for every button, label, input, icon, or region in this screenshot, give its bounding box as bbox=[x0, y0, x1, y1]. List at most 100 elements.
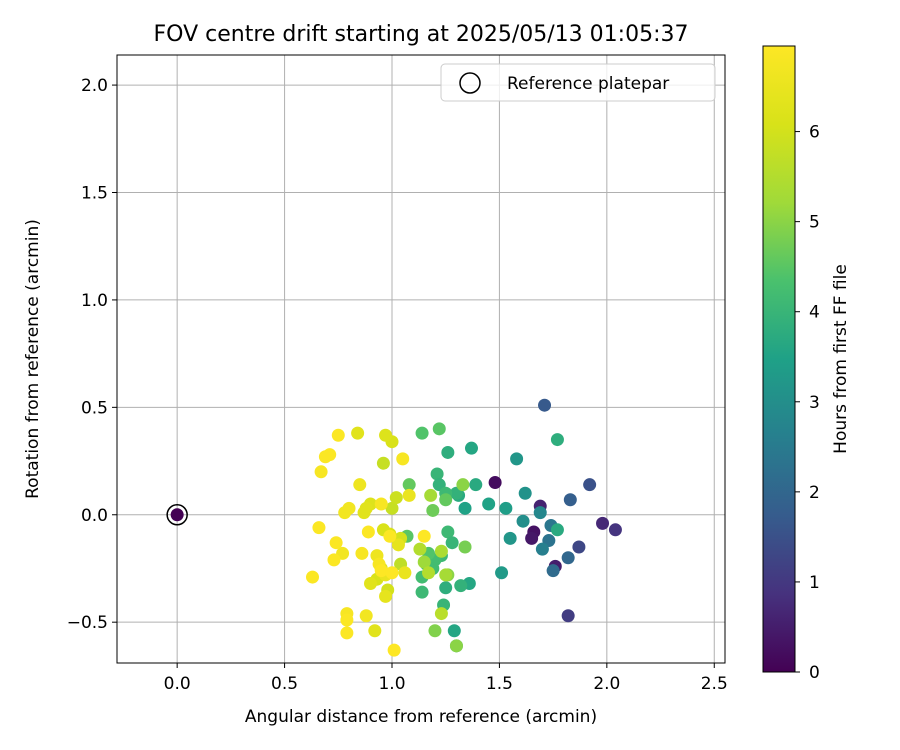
data-point bbox=[441, 525, 455, 539]
data-point bbox=[535, 542, 549, 556]
data-point bbox=[323, 448, 337, 462]
reference-ring bbox=[166, 504, 188, 526]
data-point bbox=[385, 501, 399, 515]
data-point bbox=[379, 589, 393, 603]
data-point bbox=[482, 497, 496, 511]
data-point bbox=[340, 626, 354, 640]
legend-box bbox=[440, 63, 716, 102]
data-point bbox=[374, 564, 388, 578]
data-point bbox=[389, 491, 403, 505]
x-tick-label: 2.0 bbox=[593, 674, 620, 694]
colorbar-tick-label: 4 bbox=[809, 303, 820, 323]
data-point bbox=[415, 585, 429, 599]
colorbar-tick-label: 0 bbox=[809, 663, 820, 683]
data-point bbox=[357, 506, 371, 520]
y-tick-label: −0.5 bbox=[67, 613, 108, 633]
data-point bbox=[561, 551, 575, 565]
data-point bbox=[464, 441, 478, 455]
chart-title: FOV centre drift starting at 2025/05/13 … bbox=[154, 22, 689, 47]
data-point bbox=[596, 516, 610, 530]
data-point bbox=[499, 501, 513, 515]
data-point bbox=[488, 476, 502, 490]
data-point bbox=[422, 566, 436, 580]
colorbar-tick-label: 5 bbox=[809, 213, 820, 233]
data-point bbox=[439, 568, 453, 582]
y-axis-ticks: −0.5 0.0 0.5 1.0 1.5 2.0 bbox=[67, 76, 117, 633]
data-point bbox=[353, 478, 367, 492]
data-point bbox=[417, 555, 431, 569]
y-tick-label: 1.5 bbox=[81, 183, 108, 203]
data-point bbox=[415, 426, 429, 440]
x-tick-label: 1.0 bbox=[378, 674, 405, 694]
data-point bbox=[361, 525, 375, 539]
data-point bbox=[385, 566, 399, 580]
legend-entry-reference: Reference platepar bbox=[507, 74, 669, 94]
data-point bbox=[355, 546, 369, 560]
data-point bbox=[518, 486, 532, 500]
data-point bbox=[445, 536, 459, 550]
data-point bbox=[331, 428, 345, 442]
data-point bbox=[329, 536, 343, 550]
data-point bbox=[546, 564, 560, 578]
data-point bbox=[327, 553, 341, 567]
data-point bbox=[439, 493, 453, 507]
data-point bbox=[454, 579, 468, 593]
y-tick-label: 0.0 bbox=[81, 506, 108, 526]
data-point bbox=[449, 639, 463, 653]
data-point bbox=[458, 501, 472, 515]
data-point bbox=[402, 488, 416, 502]
data-point bbox=[387, 643, 401, 657]
data-point bbox=[376, 456, 390, 470]
x-tick-label: 2.5 bbox=[701, 674, 728, 694]
data-point bbox=[447, 624, 461, 638]
reference-marker bbox=[166, 504, 188, 526]
data-point bbox=[306, 570, 320, 584]
data-points bbox=[306, 398, 622, 657]
colorbar-tick-label: 3 bbox=[809, 393, 820, 413]
data-point bbox=[368, 624, 382, 638]
colorbar-ticks: 0 1 2 3 4 5 6 bbox=[795, 123, 820, 683]
data-point bbox=[533, 506, 547, 520]
data-point bbox=[510, 452, 524, 466]
data-point bbox=[458, 540, 472, 554]
data-point bbox=[351, 426, 365, 440]
y-tick-label: 2.0 bbox=[81, 76, 108, 96]
data-point bbox=[340, 613, 354, 627]
x-tick-label: 1.5 bbox=[486, 674, 513, 694]
colorbar-tick-label: 6 bbox=[809, 123, 820, 143]
colorbar-gradient bbox=[762, 45, 796, 673]
data-point bbox=[516, 514, 530, 528]
colorbar: 0 1 2 3 4 5 6 Hours from first FF file bbox=[762, 45, 851, 683]
plot-frame bbox=[116, 54, 726, 664]
data-point bbox=[314, 465, 328, 479]
colorbar-tick-label: 1 bbox=[809, 573, 820, 593]
data-point bbox=[441, 445, 455, 459]
data-point bbox=[428, 624, 442, 638]
data-point bbox=[583, 478, 597, 492]
data-point bbox=[391, 538, 405, 552]
data-point bbox=[417, 529, 431, 543]
colorbar-tick-label: 2 bbox=[809, 483, 820, 503]
data-point bbox=[383, 529, 397, 543]
data-point bbox=[374, 497, 388, 511]
data-point bbox=[561, 609, 575, 623]
x-axis-ticks: 0.0 0.5 1.0 1.5 2.0 2.5 bbox=[164, 663, 728, 694]
data-point bbox=[434, 544, 448, 558]
legend: Reference platepar bbox=[440, 63, 716, 102]
data-point bbox=[430, 467, 444, 481]
data-point bbox=[439, 581, 453, 595]
legend-marker bbox=[459, 72, 481, 94]
data-point bbox=[379, 428, 393, 442]
data-point bbox=[550, 523, 564, 537]
data-point bbox=[608, 523, 622, 537]
data-point bbox=[413, 542, 427, 556]
data-point bbox=[364, 577, 378, 591]
data-point bbox=[424, 488, 438, 502]
data-point bbox=[312, 521, 326, 535]
y-axis-label: Rotation from reference (arcmin) bbox=[23, 219, 43, 499]
y-tick-label: 1.0 bbox=[81, 291, 108, 311]
data-point bbox=[469, 478, 483, 492]
x-tick-label: 0.5 bbox=[271, 674, 298, 694]
y-tick-label: 0.5 bbox=[81, 398, 108, 418]
data-point bbox=[550, 433, 564, 447]
